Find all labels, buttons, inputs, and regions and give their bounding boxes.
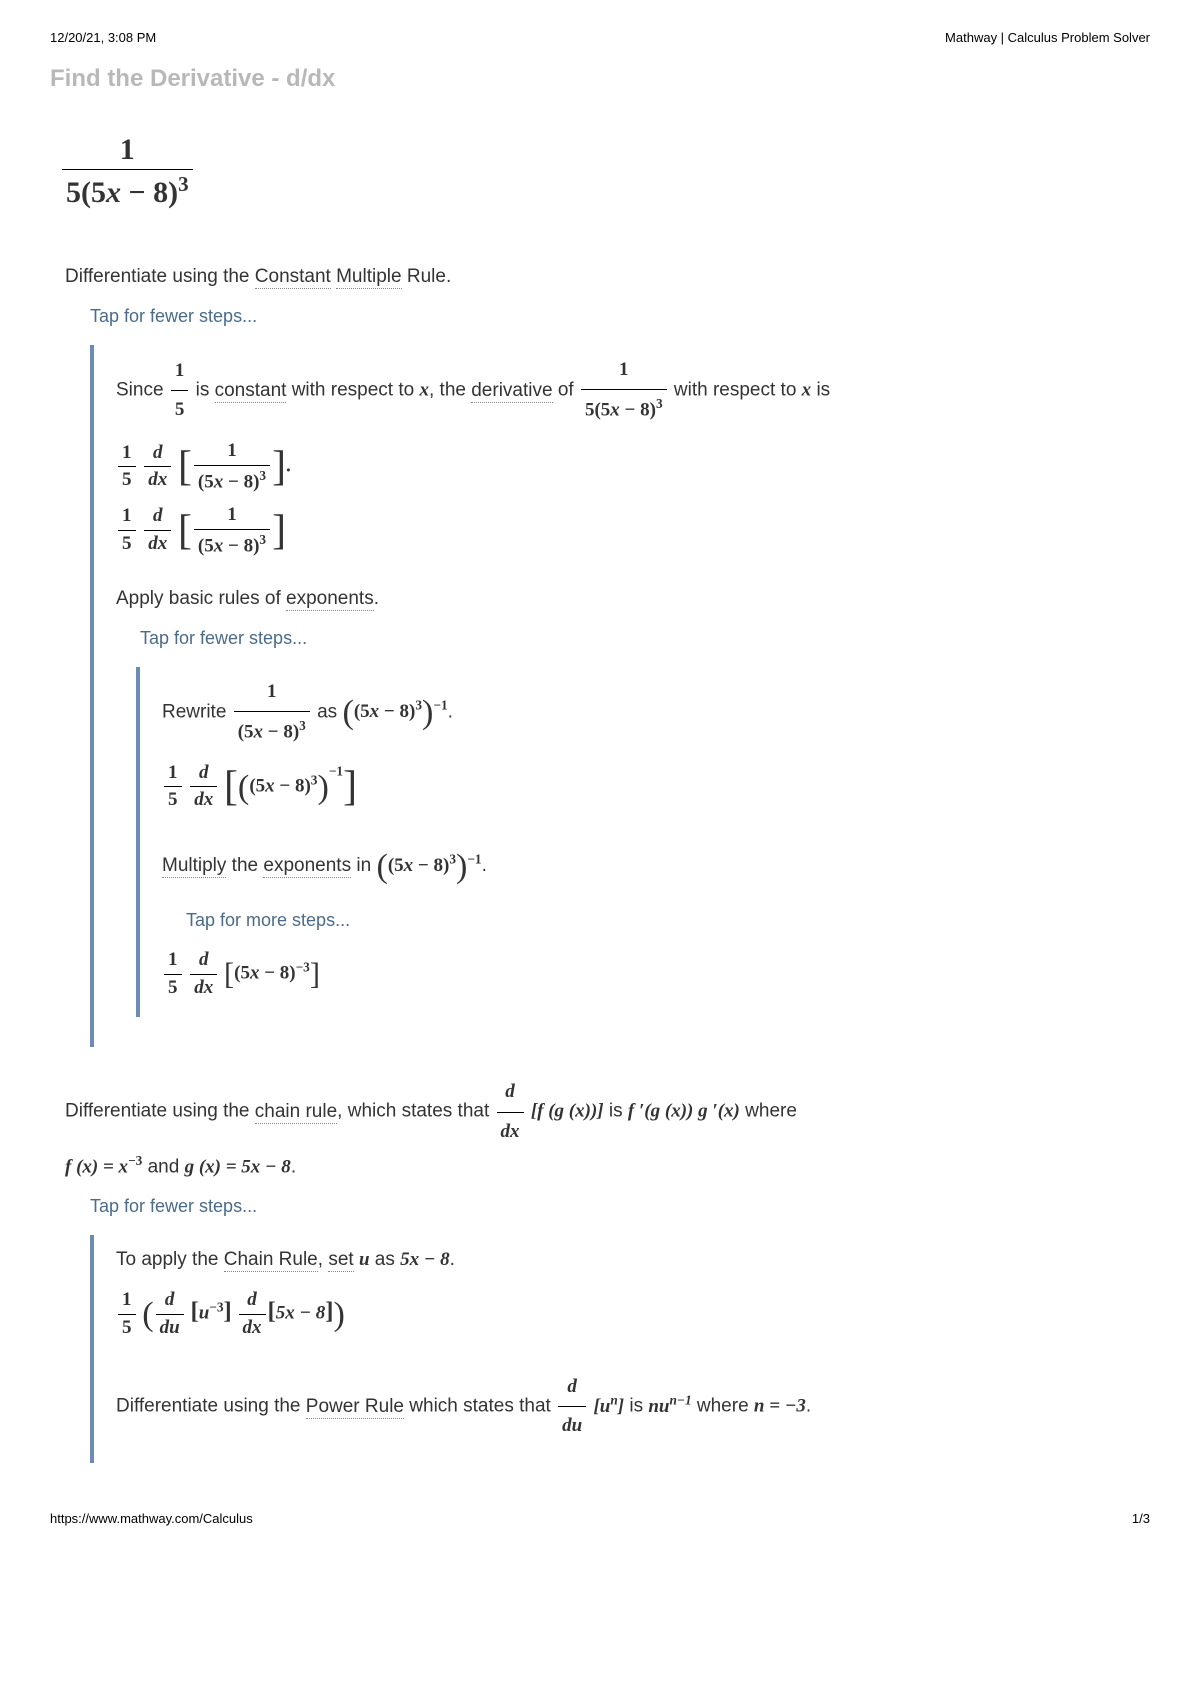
link-chain-rule-2[interactable]: Chain Rule [224,1249,318,1272]
step-1-subblock: Since 15 is constant with respect to x, … [90,345,1150,1047]
tap-fewer-2[interactable]: Tap for fewer steps... [140,628,1150,649]
link-exponents[interactable]: exponents [286,588,374,611]
page-title: Find the Derivative - d/dx [50,65,1150,93]
print-title: Mathway | Calculus Problem Solver [945,30,1150,45]
link-power-rule[interactable]: Power Rule [306,1396,404,1419]
link-exponents-2[interactable]: exponents [263,855,351,878]
step-3-text: Differentiate using the chain rule, whic… [65,1075,1150,1184]
link-set[interactable]: set [328,1249,353,1272]
step-2-subblock: Rewrite 1(5x − 8)3 as ((5x − 8)3)−1. 15 … [136,667,1150,1017]
link-derivative[interactable]: derivative [471,380,552,403]
step-3-subblock: To apply the Chain Rule, set u as 5x − 8… [90,1235,1150,1463]
tap-more-1[interactable]: Tap for more steps... [186,910,1150,931]
expr-1a: 15 ddx [1(5x − 8)3]. [116,440,1150,494]
link-constant-2[interactable]: constant [215,380,287,403]
problem-expression: 1 5(5x − 8)3 [60,133,1150,210]
footer-url: https://www.mathway.com/Calculus [50,1511,253,1526]
step-1-text: Differentiate using the Constant Multipl… [65,260,1150,294]
tap-fewer-3[interactable]: Tap for fewer steps... [90,1196,1150,1217]
expr-2a: 15 ddx [((5x − 8)3)−1] [162,762,1150,813]
link-chain-rule[interactable]: chain rule [255,1101,337,1124]
link-multiply[interactable]: Multiply [162,855,226,878]
tap-fewer-1[interactable]: Tap for fewer steps... [90,306,1150,327]
expr-1b: 15 ddx [1(5x − 8)3] [116,504,1150,558]
print-timestamp: 12/20/21, 3:08 PM [50,30,156,45]
link-multiple[interactable]: Multiple [336,266,401,289]
expr-3: 15 (ddu [u−3] ddx[5x − 8]) [116,1289,1150,1340]
footer-page: 1/3 [1132,1511,1150,1526]
expr-2b: 15 ddx [(5x − 8)−3] [162,949,1150,1000]
link-constant[interactable]: Constant [255,266,331,289]
